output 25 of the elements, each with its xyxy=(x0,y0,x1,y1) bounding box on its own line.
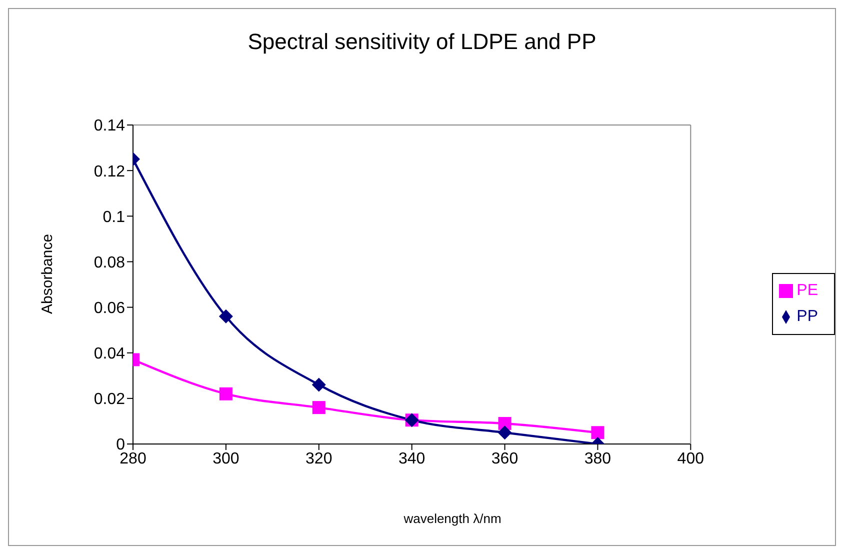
y-tick-label: 0.04 xyxy=(94,346,126,363)
chart-title: Spectral sensitivity of LDPE and PP xyxy=(246,29,598,55)
x-tick-label: 320 xyxy=(306,450,332,468)
y-tick-label: 0.06 xyxy=(94,300,126,317)
point xyxy=(218,309,233,324)
y-tick-label: 0.1 xyxy=(102,208,126,226)
x-tick-label: 380 xyxy=(584,450,612,468)
y-tick-label: 0.08 xyxy=(94,254,126,272)
x-tick-label: 360 xyxy=(491,450,518,468)
x-axis-title: wavelength λ/nm xyxy=(402,511,502,526)
point xyxy=(312,401,326,414)
y-tick-label: 0.12 xyxy=(94,163,126,180)
x-tick-label: 300 xyxy=(212,450,240,468)
legend-label: PP xyxy=(796,308,818,325)
point xyxy=(312,378,326,392)
y-tick-label: 0.14 xyxy=(94,118,126,135)
y-axis-title: Absorbance xyxy=(39,234,56,314)
x-tick-label: 340 xyxy=(398,450,426,468)
y-tick-label: 0.02 xyxy=(94,391,126,408)
x-tick-label: 280 xyxy=(120,450,146,468)
point xyxy=(591,426,604,440)
x-tick-label: 400 xyxy=(677,450,704,468)
point xyxy=(219,387,232,400)
legend-label: PE xyxy=(796,282,818,299)
point xyxy=(498,426,512,440)
